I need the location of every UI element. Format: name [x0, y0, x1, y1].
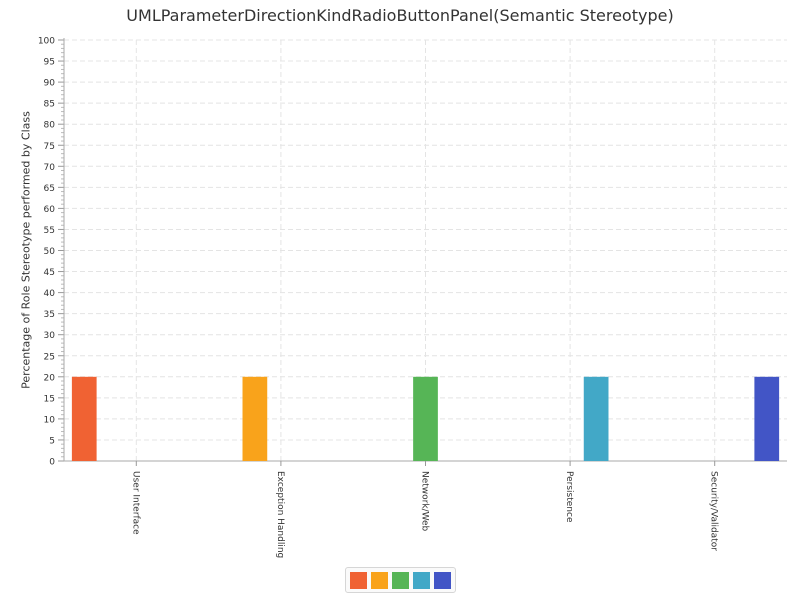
x-tick-label: User Interface — [130, 471, 140, 535]
legend-swatch — [350, 571, 367, 589]
x-tick-label: Persistence — [564, 471, 574, 523]
chart-title: UMLParameterDirectionKindRadioButtonPane… — [126, 6, 674, 25]
legend-swatch — [413, 571, 430, 589]
y-tick-label: 40 — [44, 289, 56, 299]
y-tick-label: 35 — [44, 310, 55, 320]
y-tick-label: 60 — [44, 205, 56, 215]
bars — [71, 376, 780, 461]
y-axis: 0 5 10 15 20 25 30 35 40 45 50 55 60 65 70 75 80 85 90 95 10… — [38, 37, 65, 468]
x-tick-label: Security/Validator — [709, 471, 719, 551]
y-tick-label: 10 — [44, 415, 56, 425]
y-tick-label: 70 — [44, 163, 56, 173]
x-tick-label: Exception Handling — [275, 471, 285, 558]
y-tick-label: 25 — [44, 352, 55, 362]
y-tick-label: 55 — [44, 226, 55, 236]
bar — [242, 376, 268, 461]
x-axis: User Interface Exception Handling Network/… — [64, 460, 787, 558]
y-tick-label: 65 — [44, 184, 55, 194]
x-tick-label: Network/Web — [420, 471, 430, 532]
y-tick-label: 90 — [44, 79, 56, 89]
y-tick-label: 20 — [44, 373, 56, 383]
y-tick-label: 45 — [44, 268, 55, 278]
y-tick-label: 15 — [44, 394, 55, 404]
y-tick-label: 95 — [44, 58, 55, 68]
legend-swatch — [371, 571, 388, 589]
y-tick-label: 100 — [38, 37, 55, 47]
y-tick-label: 0 — [49, 458, 55, 468]
bar — [754, 376, 780, 461]
legend-swatch — [392, 571, 409, 589]
y-tick-label: 30 — [44, 331, 56, 341]
legend — [345, 567, 456, 593]
y-tick-label: 5 — [49, 436, 55, 446]
y-tick-label: 80 — [44, 121, 56, 131]
y-tick-label: 50 — [44, 247, 56, 257]
y-tick-label: 85 — [44, 100, 55, 110]
bar — [71, 376, 97, 461]
bar — [413, 376, 438, 461]
bar — [583, 376, 609, 461]
legend-swatch — [434, 571, 451, 589]
y-tick-label: 75 — [44, 142, 55, 152]
